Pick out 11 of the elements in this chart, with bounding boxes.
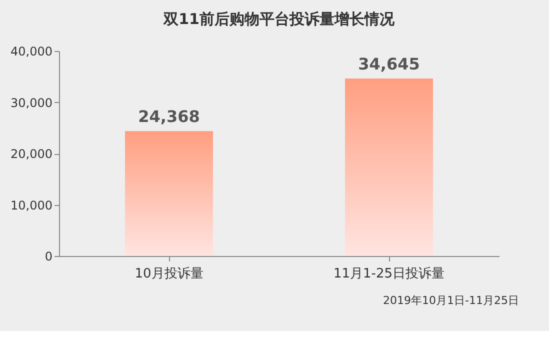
y-tick-label: 20,000 xyxy=(10,147,52,161)
text: 2019年10月1日-11月25日 xyxy=(383,294,519,307)
y-tick-label: 30,000 xyxy=(10,96,52,110)
x-tick-label: 11月1-25日投诉量 xyxy=(333,266,445,282)
chart-title: 双11前后购物平台投诉量增长情况 xyxy=(162,10,396,28)
x-tick-label: 10月投诉量 xyxy=(134,266,204,282)
y-tick-label: 0 xyxy=(44,250,52,264)
y-tick-label: 40,000 xyxy=(10,44,52,58)
y-tick-label: 10,000 xyxy=(10,198,52,212)
data-label: 24,368 xyxy=(138,107,200,126)
data-label: 34,645 xyxy=(358,54,420,74)
